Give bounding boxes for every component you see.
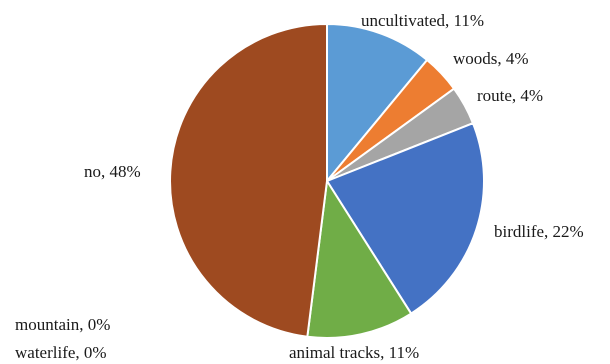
pie-slice-no bbox=[169, 23, 328, 338]
data-label-route: route, 4% bbox=[477, 86, 543, 105]
data-label-waterlife: waterlife, 0% bbox=[15, 343, 107, 362]
data-label-woods: woods, 4% bbox=[453, 49, 529, 68]
pie-labels: uncultivated, 11% woods, 4% route, 4% birdl… bbox=[15, 11, 584, 362]
pie-slice-birdlife bbox=[326, 122, 485, 315]
data-label-birdlife: birdlife, 22% bbox=[494, 222, 584, 241]
data-label-uncultivated: uncultivated, 11% bbox=[361, 11, 484, 30]
pie-slices bbox=[169, 23, 485, 339]
pie-slice-animal-tracks bbox=[306, 180, 413, 339]
data-label-animal-tracks: animal tracks, 11% bbox=[289, 343, 419, 362]
data-label-no: no, 48% bbox=[84, 162, 141, 181]
pie-slice-uncultivated bbox=[326, 23, 429, 182]
data-label-mountain: mountain, 0% bbox=[15, 315, 110, 334]
